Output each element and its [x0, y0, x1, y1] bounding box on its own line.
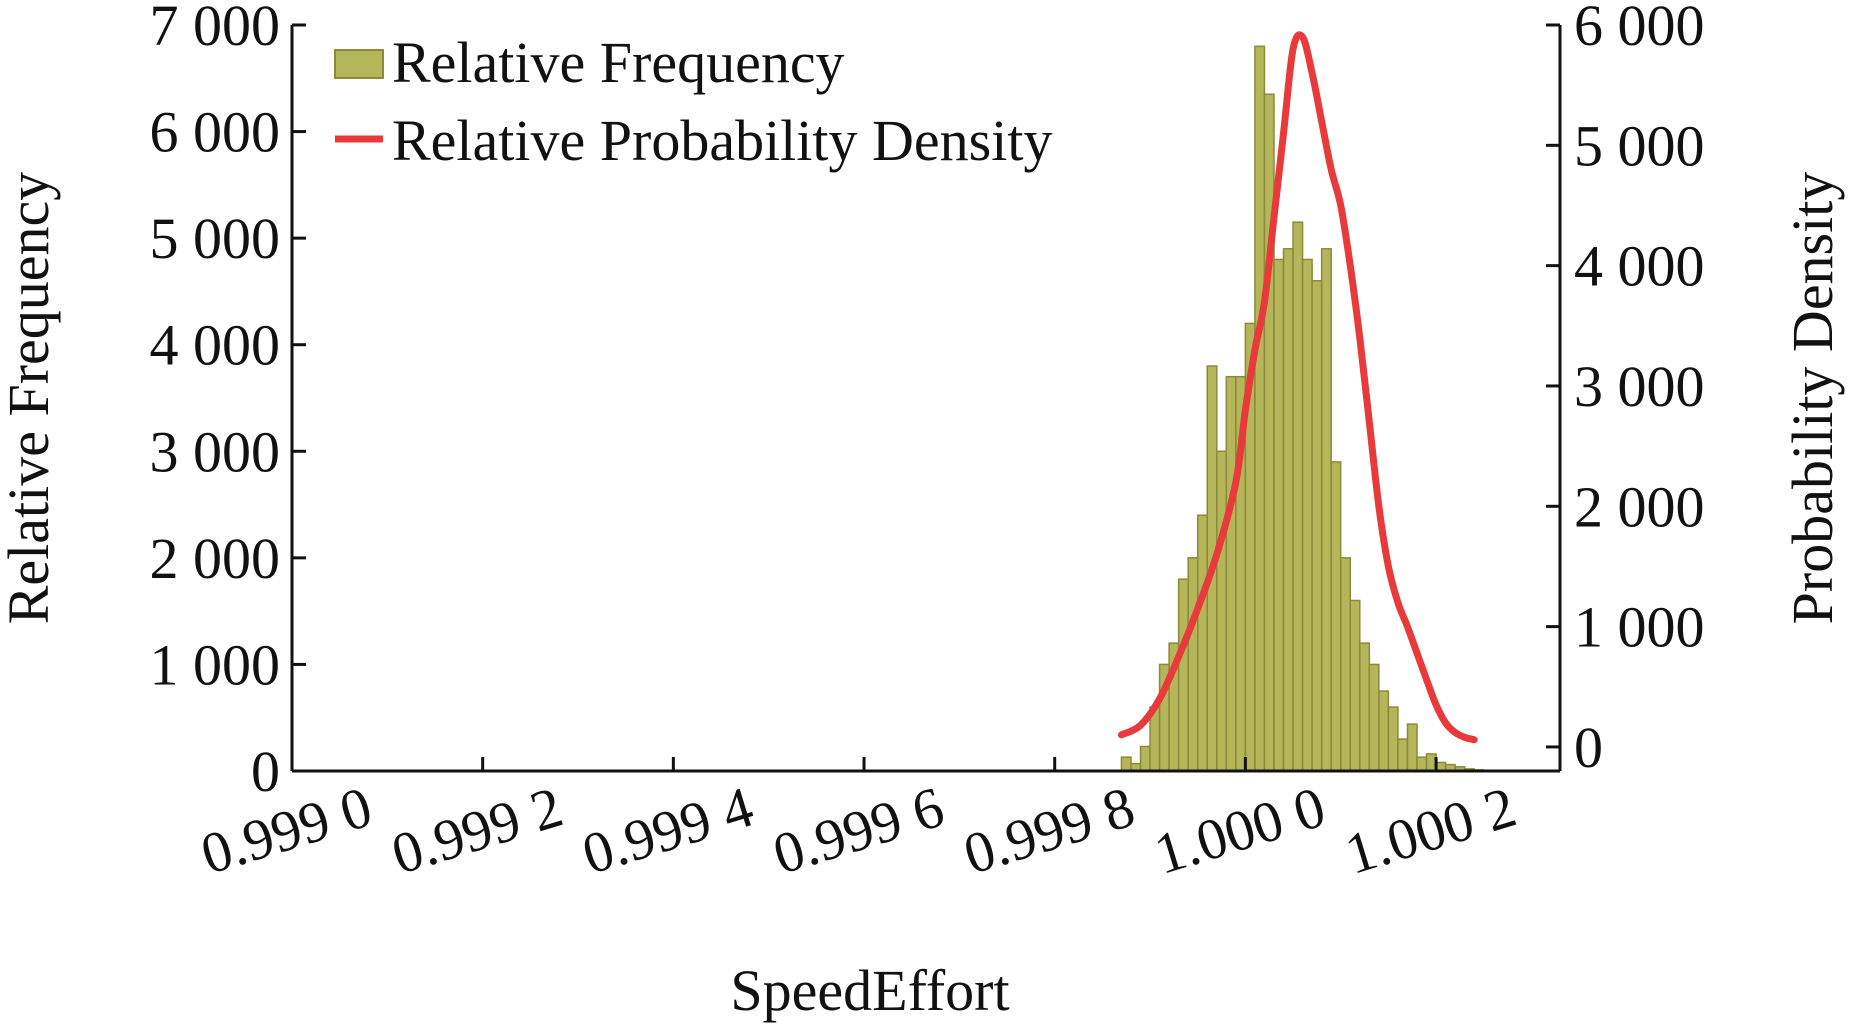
density-curve [1117, 31, 1478, 744]
histogram-bar [1320, 248, 1332, 772]
y-right-tick-label: 6 000 [1574, 0, 1705, 58]
x-tick-label: 1.000 2 [1338, 774, 1523, 887]
legend-swatch-relative-frequency [334, 49, 384, 79]
y-left-tick-label: 3 000 [150, 419, 281, 484]
x-tick-label: 0.999 8 [956, 774, 1141, 887]
y-right-tick-label: 5 000 [1574, 113, 1705, 178]
x-axis-title: SpeedEffort [730, 958, 1009, 1023]
y-left-tick-label: 7 000 [150, 0, 281, 58]
y-right-tick-label: 4 000 [1574, 234, 1705, 299]
x-tick-label: 1.000 0 [1147, 774, 1332, 887]
legend-label-relative-probability-density: Relative Probability Density [392, 108, 1052, 173]
y-right-axis-title: Probability Density [1780, 172, 1845, 625]
histogram-bar [1263, 93, 1275, 772]
histogram-bar [1368, 663, 1380, 772]
histogram-bar [1216, 450, 1228, 772]
density-curve-group [1117, 31, 1478, 744]
histogram-bar [1120, 756, 1132, 772]
histogram-bar [1254, 45, 1266, 772]
axes [290, 25, 1562, 773]
y-left-axis-title: Relative Frequency [0, 172, 61, 625]
histogram-bar [1330, 461, 1342, 772]
histogram-bar [1292, 221, 1304, 772]
histogram-bar [1339, 557, 1352, 772]
histogram-bar [1196, 514, 1208, 772]
histogram-bar [1301, 258, 1313, 772]
x-tick-label: 0.999 4 [575, 774, 760, 887]
histogram-bar [1187, 557, 1199, 772]
histogram-bar [1273, 258, 1285, 772]
legend-label-relative-frequency: Relative Frequency [392, 30, 845, 95]
histogram-bar [1177, 578, 1189, 772]
y-right-tick-label: 1 000 [1574, 595, 1705, 660]
y-left-tick-label: 5 000 [150, 206, 281, 271]
y-left-tick-label: 1 000 [150, 632, 281, 697]
y-left-tick-label: 0 [251, 739, 280, 804]
y-right-tick-label: 0 [1574, 715, 1603, 780]
y-right-axis-ticks: 0 1 000 2 000 3 000 4 000 5 000 6 000 [1546, 0, 1705, 780]
y-left-tick-label: 4 000 [150, 313, 281, 378]
y-left-tick-label: 2 000 [150, 526, 281, 591]
histogram-bar [1387, 706, 1399, 772]
histogram-bar [1359, 642, 1371, 772]
x-tick-label: 0.999 2 [384, 774, 569, 887]
y-left-tick-label: 6 000 [150, 100, 281, 165]
histogram-bar [1397, 738, 1409, 772]
histogram-bar [1416, 756, 1428, 772]
histogram-bar [1225, 375, 1237, 772]
x-tick-label: 0.999 0 [194, 774, 379, 887]
x-tick-label: 0.999 6 [766, 774, 951, 887]
histogram-bar [1282, 248, 1294, 772]
histogram-bar [1406, 723, 1418, 772]
y-right-tick-label: 2 000 [1574, 474, 1705, 539]
y-left-axis-ticks: 0 1 000 2 000 3 000 4 000 5 000 6 000 7 000 [150, 0, 306, 804]
y-right-tick-label: 3 000 [1574, 354, 1705, 419]
histogram-bar [1349, 599, 1361, 772]
histogram-bar [1378, 690, 1390, 772]
legend: Relative Frequency Relative Probability … [334, 30, 1052, 173]
histogram-bar [1311, 280, 1323, 772]
x-axis-ticks: 0.999 0 0.999 2 0.999 4 0.999 6 0.999 8 1.000… [194, 757, 1523, 887]
histogram-bar [1139, 745, 1151, 772]
